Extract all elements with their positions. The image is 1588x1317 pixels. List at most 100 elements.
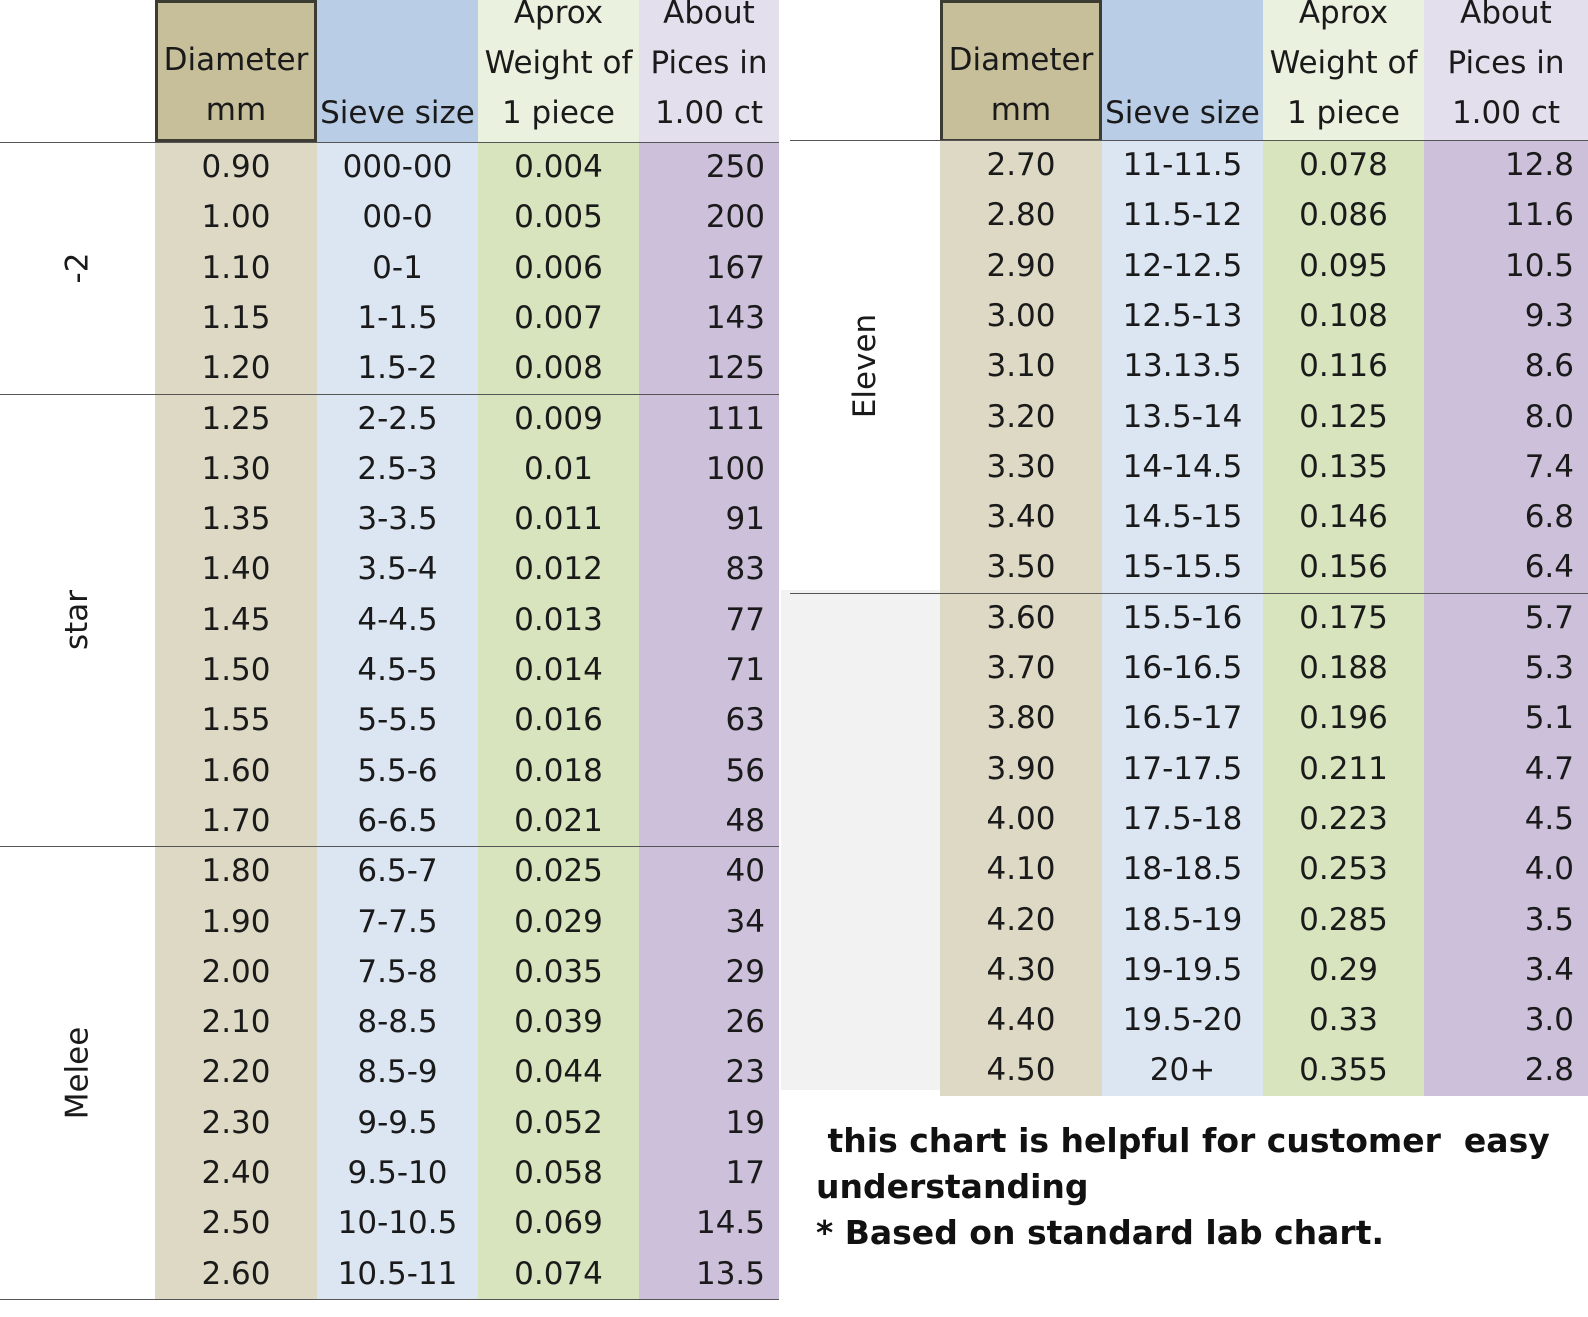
cell-diameter: 1.35 (201, 501, 271, 538)
cell-pieces: 12.8 (1504, 147, 1574, 183)
cell-sieve: 19.5-20 (1122, 1002, 1243, 1039)
cell-sieve: 10.5-11 (337, 1255, 458, 1292)
cell-sieve: 3.5-4 (357, 551, 438, 588)
cell-pieces: 2.8 (1524, 1052, 1574, 1089)
cell-pieces: 6.8 (1524, 499, 1574, 536)
cell-weight: 0.025 (514, 853, 603, 890)
column-pieces: 250 200 167 143 125 111 100 91 83 77 71 63 56 48 40 34 2… (639, 142, 779, 1299)
cell-sieve: 11-11.5 (1122, 147, 1243, 183)
cell-weight: 0.355 (1299, 1052, 1388, 1089)
cell-weight: 0.035 (514, 953, 603, 990)
cell-weight: 0.29 (1308, 951, 1379, 988)
cell-weight: 0.156 (1299, 549, 1388, 586)
cell-sieve: 4.5-5 (357, 652, 438, 688)
cell-diameter: 4.40 (986, 1002, 1056, 1039)
cell-weight: 0.004 (514, 149, 603, 185)
cell-diameter: 1.30 (201, 450, 271, 487)
empty-region (781, 590, 941, 1090)
cell-pieces: 17 (725, 1155, 765, 1191)
cell-sieve: 000-00 (342, 149, 453, 185)
cell-pieces: 5.7 (1524, 599, 1574, 636)
cell-pieces: 56 (725, 752, 765, 789)
cell-sieve: 15-15.5 (1122, 549, 1243, 586)
cell-pieces: 167 (705, 249, 765, 286)
cell-sieve: 18.5-19 (1122, 901, 1243, 938)
column-diameter: 0.90 1.00 1.10 1.15 1.20 1.25 1.30 1.35 1.40 1.45… (155, 142, 317, 1299)
cell-pieces: 8.0 (1524, 398, 1574, 435)
cell-weight: 0.175 (1299, 599, 1388, 636)
cell-pieces: 23 (725, 1054, 765, 1091)
header-separator (790, 140, 1588, 141)
cell-pieces: 48 (725, 802, 765, 839)
cell-weight: 0.007 (514, 299, 603, 336)
cell-sieve: 2.5-3 (357, 450, 438, 487)
cell-diameter: 2.50 (201, 1205, 271, 1242)
cell-pieces: 26 (725, 1004, 765, 1041)
cell-weight: 0.253 (1299, 851, 1388, 888)
header-diameter: Diameter mm (155, 0, 317, 142)
group-separator (790, 592, 1588, 594)
cell-pieces: 40 (725, 853, 765, 890)
cell-weight: 0.01 (523, 450, 594, 487)
cell-weight: 0.285 (1299, 901, 1388, 938)
cell-weight: 0.069 (514, 1205, 603, 1242)
cell-diameter: 3.40 (986, 499, 1056, 536)
cell-pieces: 125 (705, 350, 765, 387)
cell-sieve: 13.5-14 (1122, 398, 1243, 435)
cell-diameter: 1.90 (201, 903, 271, 940)
cell-weight: 0.021 (514, 802, 603, 839)
cell-weight: 0.125 (1299, 398, 1388, 435)
cell-sieve: 14.5-15 (1122, 499, 1243, 536)
cell-sieve: 00-0 (362, 199, 433, 236)
column-sieve: 11-11.5 11.5-12 12-12.5 12.5-13 13.13.5 13.5-… (1102, 140, 1263, 1096)
cell-diameter: 2.20 (201, 1054, 271, 1091)
cell-pieces: 10.5 (1504, 247, 1574, 284)
cell-sieve: 17.5-18 (1122, 800, 1243, 837)
cell-sieve: 18-18.5 (1122, 851, 1243, 888)
cell-pieces: 143 (705, 299, 765, 336)
header-weight: Aprox Weight of 1 piece (1263, 0, 1424, 142)
cell-weight: 0.005 (514, 199, 603, 236)
cell-diameter: 1.40 (201, 551, 271, 588)
cell-pieces: 250 (705, 149, 765, 185)
cell-diameter: 1.15 (201, 299, 271, 336)
header-sieve: Sieve size (1102, 0, 1263, 142)
cell-sieve: 5-5.5 (357, 702, 438, 739)
cell-diameter: 1.80 (201, 853, 271, 890)
cell-sieve: 7.5-8 (357, 953, 438, 990)
cell-weight: 0.008 (514, 350, 603, 387)
note-helpful: this chart is helpful for customer easy … (816, 1121, 1562, 1206)
header-sieve: Sieve size (317, 0, 478, 142)
cell-pieces: 13.5 (695, 1255, 765, 1292)
cell-weight: 0.188 (1299, 650, 1388, 686)
cell-weight: 0.012 (514, 551, 603, 588)
cell-sieve: 14-14.5 (1122, 448, 1243, 485)
cell-weight: 0.013 (514, 601, 603, 638)
group-label: Eleven (790, 140, 940, 593)
cell-pieces: 111 (705, 400, 765, 437)
cell-pieces: 3.0 (1524, 1002, 1574, 1039)
cell-pieces: 4.5 (1524, 800, 1574, 837)
cell-pieces: 5.1 (1524, 700, 1574, 737)
cell-diameter: 2.40 (201, 1155, 271, 1191)
cell-diameter: 2.70 (986, 147, 1056, 183)
group-separator (0, 393, 779, 395)
cell-diameter: 1.50 (201, 652, 271, 688)
cell-sieve: 1.5-2 (357, 350, 438, 387)
cell-pieces: 63 (725, 702, 765, 739)
cell-weight: 0.211 (1299, 750, 1388, 787)
cell-weight: 0.052 (514, 1104, 603, 1141)
cell-weight: 0.223 (1299, 800, 1388, 837)
cell-weight: 0.058 (514, 1155, 603, 1191)
cell-pieces: 6.4 (1524, 549, 1574, 586)
cell-diameter: 1.10 (201, 249, 271, 286)
cell-pieces: 19 (725, 1104, 765, 1141)
group-label: star (0, 394, 155, 847)
column-weight: 0.004 0.005 0.006 0.007 0.008 0.009 0.01 0.011 0… (478, 142, 639, 1299)
cell-weight: 0.196 (1299, 700, 1388, 737)
cell-weight: 0.116 (1299, 348, 1388, 385)
column-weight: 0.078 0.086 0.095 0.108 0.116 0.125 0.135 0.146… (1263, 140, 1424, 1096)
cell-pieces: 4.0 (1524, 851, 1574, 888)
cell-weight: 0.135 (1299, 448, 1388, 485)
cell-sieve: 4-4.5 (357, 601, 438, 638)
